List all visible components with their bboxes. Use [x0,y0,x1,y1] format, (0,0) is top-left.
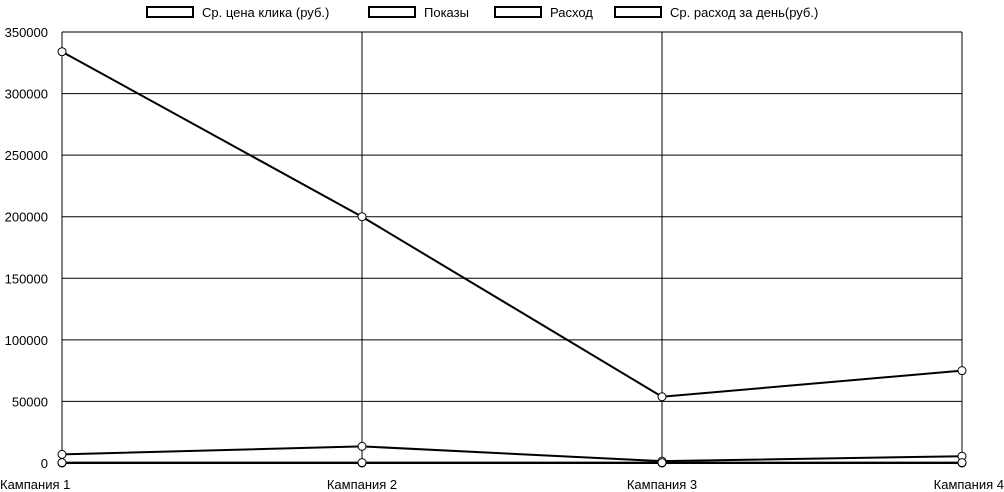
data-point [57,458,67,468]
x-tick-label: Кампания 1 [0,477,70,492]
data-point [357,212,367,222]
legend-label: Ср. расход за день(руб.) [670,4,819,20]
y-tick-label: 350000 [5,25,48,40]
y-tick-label: 0 [41,456,48,471]
y-tick-label: 150000 [5,271,48,286]
series-line [61,445,963,463]
data-point [957,366,967,376]
data-point [657,392,667,402]
legend-item-avg-click-price: Ср. цена клика (руб.) [146,2,329,22]
legend-swatch [494,6,542,18]
series-line [61,50,963,398]
y-tick-label: 200000 [5,210,48,225]
data-point [357,458,367,468]
legend-label: Расход [550,4,593,20]
y-tick-label: 250000 [5,148,48,163]
data-point [657,458,667,468]
legend-label: Показы [424,4,469,20]
x-tick-label: Кампания 4 [934,477,1004,492]
y-tick-label: 100000 [5,333,48,348]
x-tick-label: Кампания 3 [627,477,697,492]
y-tick-label: 50000 [12,394,48,409]
data-point [57,47,67,57]
legend-item-avg-daily-spend: Ср. расход за день(руб.) [614,2,818,22]
legend-swatch [368,6,416,18]
chart-legend: Ср. цена клика (руб.) Показы Расход Ср. … [0,2,1004,22]
x-tick-label: Кампания 2 [327,477,397,492]
legend-item-impressions: Показы [368,2,469,22]
y-tick-label: 300000 [5,87,48,102]
legend-swatch [146,6,194,18]
legend-label: Ср. цена клика (руб.) [202,4,330,20]
data-point [57,449,67,459]
data-point [957,458,967,468]
legend-item-spend: Расход [494,2,593,22]
legend-swatch [614,6,662,18]
data-point [357,441,367,451]
